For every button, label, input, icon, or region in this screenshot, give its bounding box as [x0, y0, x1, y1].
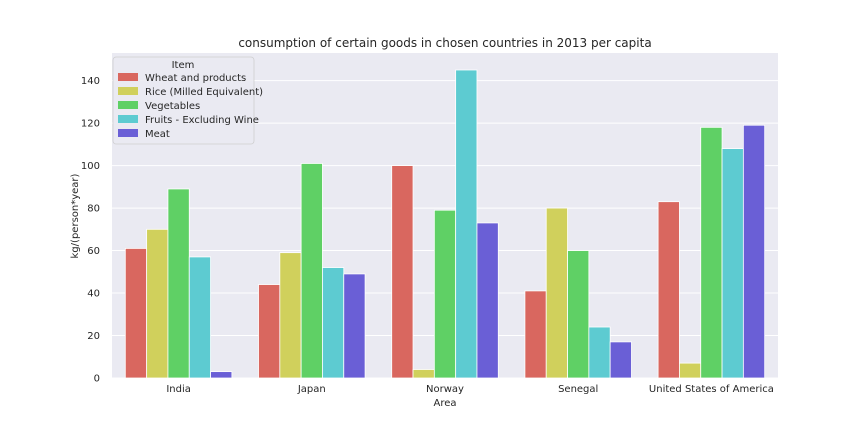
- bar: [279, 252, 302, 379]
- legend: Item Wheat and products Rice (Milled Equi…: [112, 56, 263, 145]
- y-ticks: 0 20 40 60 80 100 120 140: [81, 76, 100, 384]
- legend-swatch: [118, 73, 138, 81]
- x-tick-label: Japan: [297, 384, 326, 395]
- legend-swatch: [118, 87, 138, 95]
- x-tick-label: Senegal: [558, 384, 598, 395]
- x-tick-label: India: [166, 384, 191, 395]
- y-tick-label: 80: [87, 204, 100, 215]
- bar: [433, 209, 457, 379]
- bar: [476, 222, 499, 379]
- legend-swatch: [118, 101, 138, 109]
- bar: [524, 290, 547, 379]
- bar: [700, 126, 723, 379]
- bar: [588, 326, 611, 379]
- bar: [322, 267, 345, 379]
- y-tick-label: 40: [87, 289, 100, 300]
- bar: [679, 362, 702, 379]
- legend-label: Fruits - Excluding Wine: [145, 115, 259, 126]
- x-ticks: India Japan Norway Senegal United States of …: [166, 384, 774, 395]
- legend-label: Meat: [145, 129, 170, 140]
- y-tick-label: 60: [87, 246, 100, 257]
- bar: [567, 250, 590, 379]
- bar: [412, 369, 435, 379]
- legend-label: Rice (Milled Equivalent): [145, 87, 263, 98]
- bars: [124, 69, 766, 379]
- bar: [545, 207, 568, 379]
- y-tick-label: 140: [81, 76, 100, 87]
- x-tick-label: United States of America: [649, 384, 774, 395]
- y-tick-label: 120: [81, 119, 100, 130]
- bar: [391, 165, 414, 379]
- bar: [210, 371, 233, 379]
- y-axis-label: kg/(person*year): [70, 173, 81, 258]
- bar: [742, 124, 766, 379]
- bar: [167, 188, 190, 379]
- legend-label: Wheat and products: [145, 73, 246, 84]
- legend-items: Wheat and products Rice (Milled Equivalen…: [118, 73, 263, 140]
- chart-title: consumption of certain goods in chosen c…: [238, 36, 651, 50]
- legend-label: Vegetables: [145, 101, 200, 112]
- bar: [657, 201, 680, 379]
- legend-swatch: [118, 115, 138, 123]
- legend-title: Item: [172, 60, 195, 71]
- y-tick-label: 0: [94, 374, 100, 385]
- bar: [455, 69, 478, 379]
- legend-box: [112, 56, 255, 145]
- bar: [343, 273, 366, 379]
- y-tick-label: 100: [81, 161, 100, 172]
- bar: [609, 341, 632, 379]
- bar: [188, 256, 211, 379]
- bar: [300, 163, 323, 379]
- bar: [258, 284, 281, 379]
- x-axis-label: Area: [433, 398, 456, 409]
- legend-swatch: [118, 129, 138, 137]
- bar: [721, 148, 744, 379]
- bar: [146, 228, 169, 379]
- bar: [124, 248, 148, 379]
- x-tick-label: Norway: [426, 384, 464, 395]
- y-tick-label: 20: [87, 331, 100, 342]
